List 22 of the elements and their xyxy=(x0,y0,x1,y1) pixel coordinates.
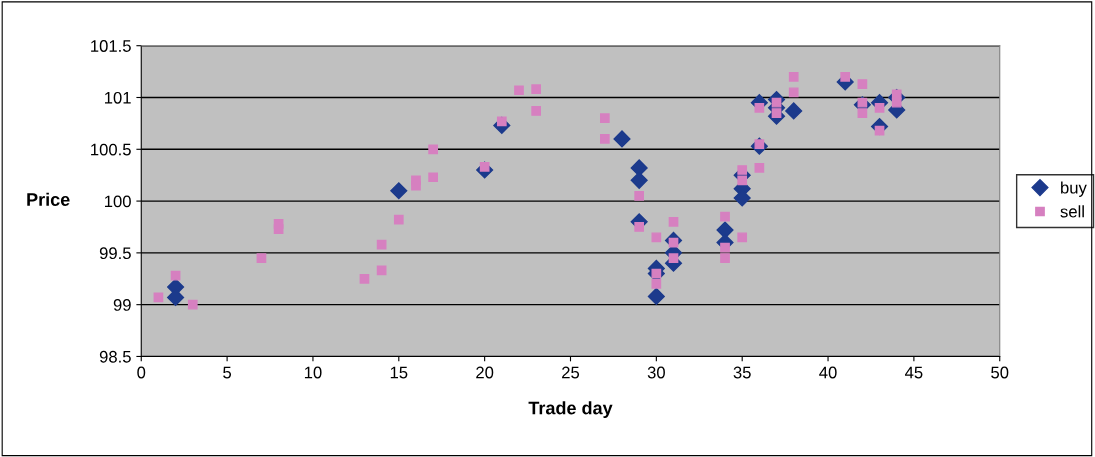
y-tick-label: 100 xyxy=(105,195,131,208)
y-tick-label: 98.5 xyxy=(99,350,131,363)
y-tick-label: 100.5 xyxy=(91,143,131,156)
x-tick-label: 40 xyxy=(819,366,837,379)
x-tick-label: 5 xyxy=(223,366,232,379)
legend-label: sell xyxy=(1060,205,1084,218)
y-tick-label: 101 xyxy=(105,91,131,104)
y-tick-label: 101.5 xyxy=(91,40,131,52)
y-tick-label: 99 xyxy=(113,299,131,311)
legend-label: buy xyxy=(1061,181,1087,197)
x-tick-label: 45 xyxy=(905,366,923,379)
x-tick-label: 10 xyxy=(304,366,322,379)
x-tick-label: 15 xyxy=(390,366,408,379)
y-tick-label: 99.5 xyxy=(99,247,131,260)
x-tick-label: 30 xyxy=(647,366,665,379)
x-tick-label: 20 xyxy=(476,366,494,379)
x-tick-label: 25 xyxy=(562,366,580,379)
x-tick-label: 0 xyxy=(137,366,146,379)
x-axis-title: Trade day xyxy=(528,401,613,418)
y-axis-title: Price xyxy=(27,192,70,206)
x-tick-label: 35 xyxy=(733,366,751,379)
x-tick-label: 50 xyxy=(991,366,1009,379)
